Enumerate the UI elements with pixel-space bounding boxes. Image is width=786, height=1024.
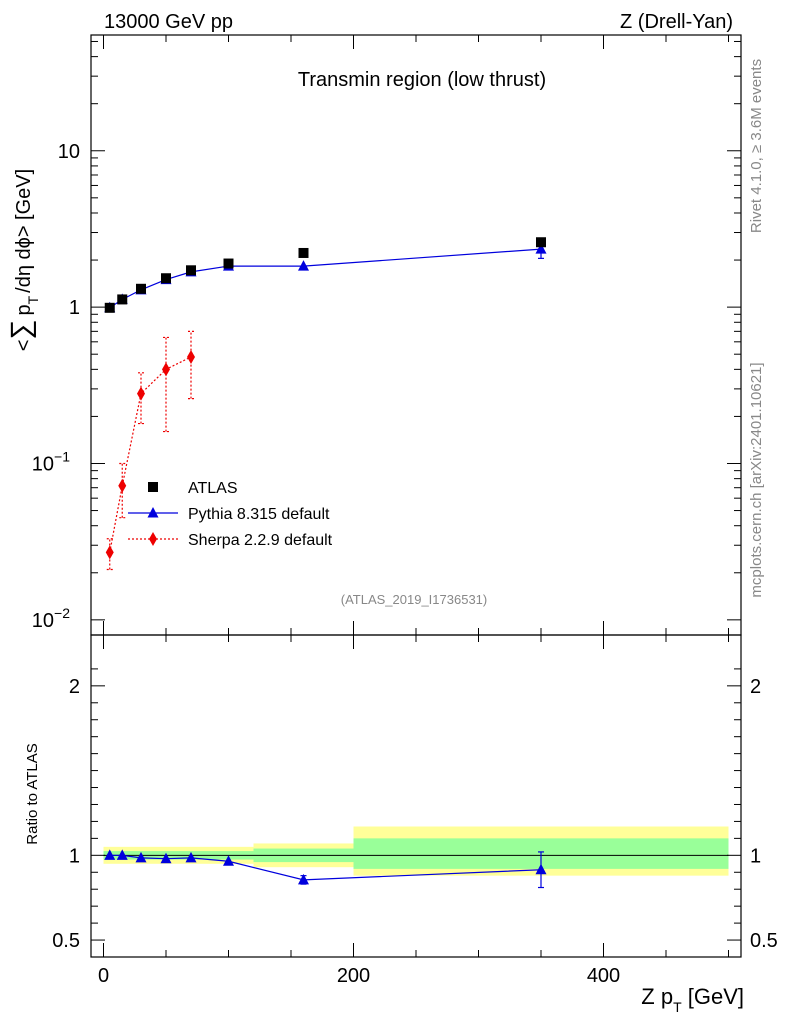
- legend-marker-pythia: [147, 507, 159, 518]
- y-tick-label: 10: [58, 141, 80, 163]
- x-tick-label: 200: [337, 965, 370, 987]
- header-left: 13000 GeV pp: [104, 11, 233, 33]
- y-tick-base: 10: [58, 141, 80, 163]
- ratio-series: [104, 849, 547, 889]
- ratio-y-tick-label: 0.5: [52, 930, 80, 952]
- x-title-sub: T: [673, 999, 682, 1015]
- ratio-axes: 0 200 400 0.5 0.5 1 1 2 2: [52, 634, 778, 987]
- y-title-prefix: <: [13, 340, 35, 352]
- ratio-y-tick-label: 1: [69, 845, 80, 867]
- series-line-2: [109, 356, 192, 553]
- y-title-sum: ∑: [5, 320, 36, 340]
- y-tick-base: 10: [32, 453, 54, 475]
- data-point-square: [298, 247, 309, 258]
- data-point-square: [186, 265, 196, 276]
- data-point-triangle: [116, 849, 128, 860]
- analysis-label: (ATLAS_2019_I1736531): [341, 592, 487, 607]
- data-point-square: [104, 302, 115, 313]
- ratio-bands: [103, 826, 729, 876]
- series-line-1: [109, 248, 542, 309]
- x-tick-label: 400: [587, 965, 620, 987]
- mcplots-label: mcplots.cern.ch [arXiv:2401.10621]: [748, 362, 765, 597]
- data-point-diamond: [118, 478, 127, 493]
- data-point-square: [536, 237, 546, 248]
- x-title-main: Z p: [641, 984, 673, 1009]
- y-title-p: p: [13, 304, 35, 315]
- data-point-square: [161, 273, 171, 284]
- data-point-diamond: [137, 386, 145, 401]
- data-point-triangle: [223, 855, 234, 866]
- data-point-square: [136, 283, 146, 294]
- data-point-triangle: [185, 851, 197, 863]
- ratio-y-tick-label-right: 0.5: [750, 930, 778, 952]
- legend-label-atlas: ATLAS: [188, 480, 238, 497]
- x-tick-label: 0: [98, 965, 109, 987]
- ratio-y-tick-label-right: 1: [750, 845, 761, 867]
- data-point-triangle: [160, 852, 172, 864]
- data-point-triangle: [298, 260, 309, 271]
- y-tick-label: 10−1: [32, 448, 70, 475]
- ratio-y-title: Ratio to ATLAS: [24, 743, 41, 844]
- header-right: Z (Drell-Yan): [620, 11, 733, 33]
- main-y-title: <∑ pT/dη dϕ> [GeV]: [5, 169, 41, 351]
- legend: ATLAS Pythia 8.315 default Sherpa 2.2.9 …: [128, 480, 333, 549]
- legend-label-pythia: Pythia 8.315 default: [188, 506, 330, 523]
- ratio-y-tick-label: 2: [69, 676, 80, 698]
- y-tick-label: 10−2: [32, 605, 70, 632]
- ratio-frame: [90, 634, 742, 958]
- data-point-square: [223, 258, 234, 269]
- y-tick-base: 1: [69, 297, 80, 319]
- x-title-rest: [GeV]: [682, 984, 744, 1009]
- y-title-rest: /dη dϕ> [GeV]: [13, 169, 35, 293]
- legend-marker-atlas: [148, 482, 158, 492]
- data-point-triangle: [535, 243, 547, 254]
- data-point-triangle: [535, 863, 547, 875]
- main-title: Transmin region (low thrust): [298, 69, 546, 91]
- main-series: [104, 237, 547, 571]
- y-tick-label: 1: [69, 297, 80, 319]
- ratio-y-tick-label-right: 2: [750, 676, 761, 698]
- x-title: Z pT [GeV]: [641, 984, 744, 1015]
- data-point-triangle: [298, 873, 309, 885]
- data-point-diamond: [105, 545, 114, 560]
- y-tick-base: 10: [32, 610, 54, 632]
- legend-marker-sherpa: [149, 532, 157, 546]
- y-title-sub: T: [25, 295, 41, 304]
- rivet-label: Rivet 4.1.0, ≥ 3.6M events: [748, 59, 765, 233]
- data-point-triangle: [104, 849, 116, 860]
- data-point-triangle: [135, 851, 147, 863]
- y-tick-exp: −2: [54, 605, 70, 621]
- data-point-diamond: [162, 362, 170, 377]
- legend-label-sherpa: Sherpa 2.2.9 default: [188, 532, 333, 549]
- y-tick-exp: −1: [54, 448, 70, 464]
- data-point-diamond: [187, 349, 195, 364]
- data-point-square: [117, 294, 128, 305]
